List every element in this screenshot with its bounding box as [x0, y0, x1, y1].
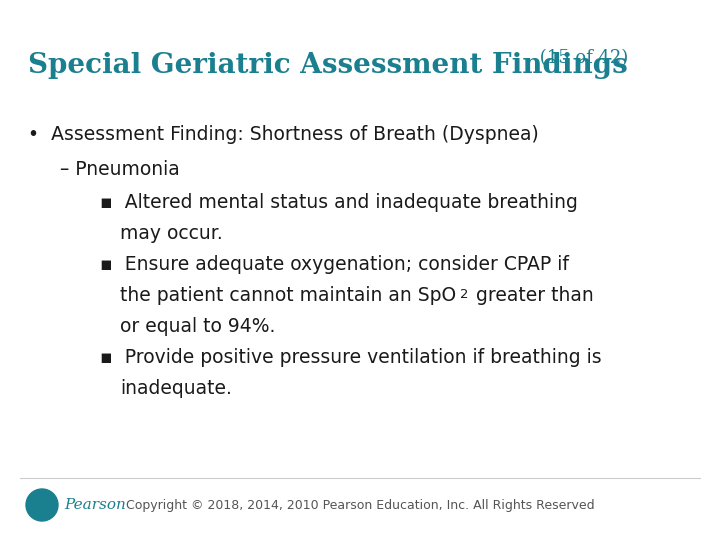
Text: greater than: greater than	[470, 286, 594, 305]
Text: ▪  Ensure adequate oxygenation; consider CPAP if: ▪ Ensure adequate oxygenation; consider …	[100, 255, 569, 274]
Text: •  Assessment Finding: Shortness of Breath (Dyspnea): • Assessment Finding: Shortness of Breat…	[28, 125, 539, 144]
Text: or equal to 94%.: or equal to 94%.	[120, 317, 275, 336]
Text: 2: 2	[460, 288, 469, 301]
Text: ▪  Provide positive pressure ventilation if breathing is: ▪ Provide positive pressure ventilation …	[100, 348, 602, 367]
Text: Special Geriatric Assessment Findings: Special Geriatric Assessment Findings	[28, 52, 628, 79]
Text: may occur.: may occur.	[120, 224, 222, 243]
Text: – Pneumonia: – Pneumonia	[60, 160, 180, 179]
Text: Pearson: Pearson	[64, 498, 126, 512]
Text: inadequate.: inadequate.	[120, 379, 232, 398]
Circle shape	[26, 489, 58, 521]
Text: (15 of 42): (15 of 42)	[534, 49, 629, 67]
Text: ▪  Altered mental status and inadequate breathing: ▪ Altered mental status and inadequate b…	[100, 193, 578, 212]
Text: Copyright © 2018, 2014, 2010 Pearson Education, Inc. All Rights Reserved: Copyright © 2018, 2014, 2010 Pearson Edu…	[126, 498, 594, 511]
Text: P: P	[36, 496, 48, 512]
Text: the patient cannot maintain an SpO: the patient cannot maintain an SpO	[120, 286, 456, 305]
